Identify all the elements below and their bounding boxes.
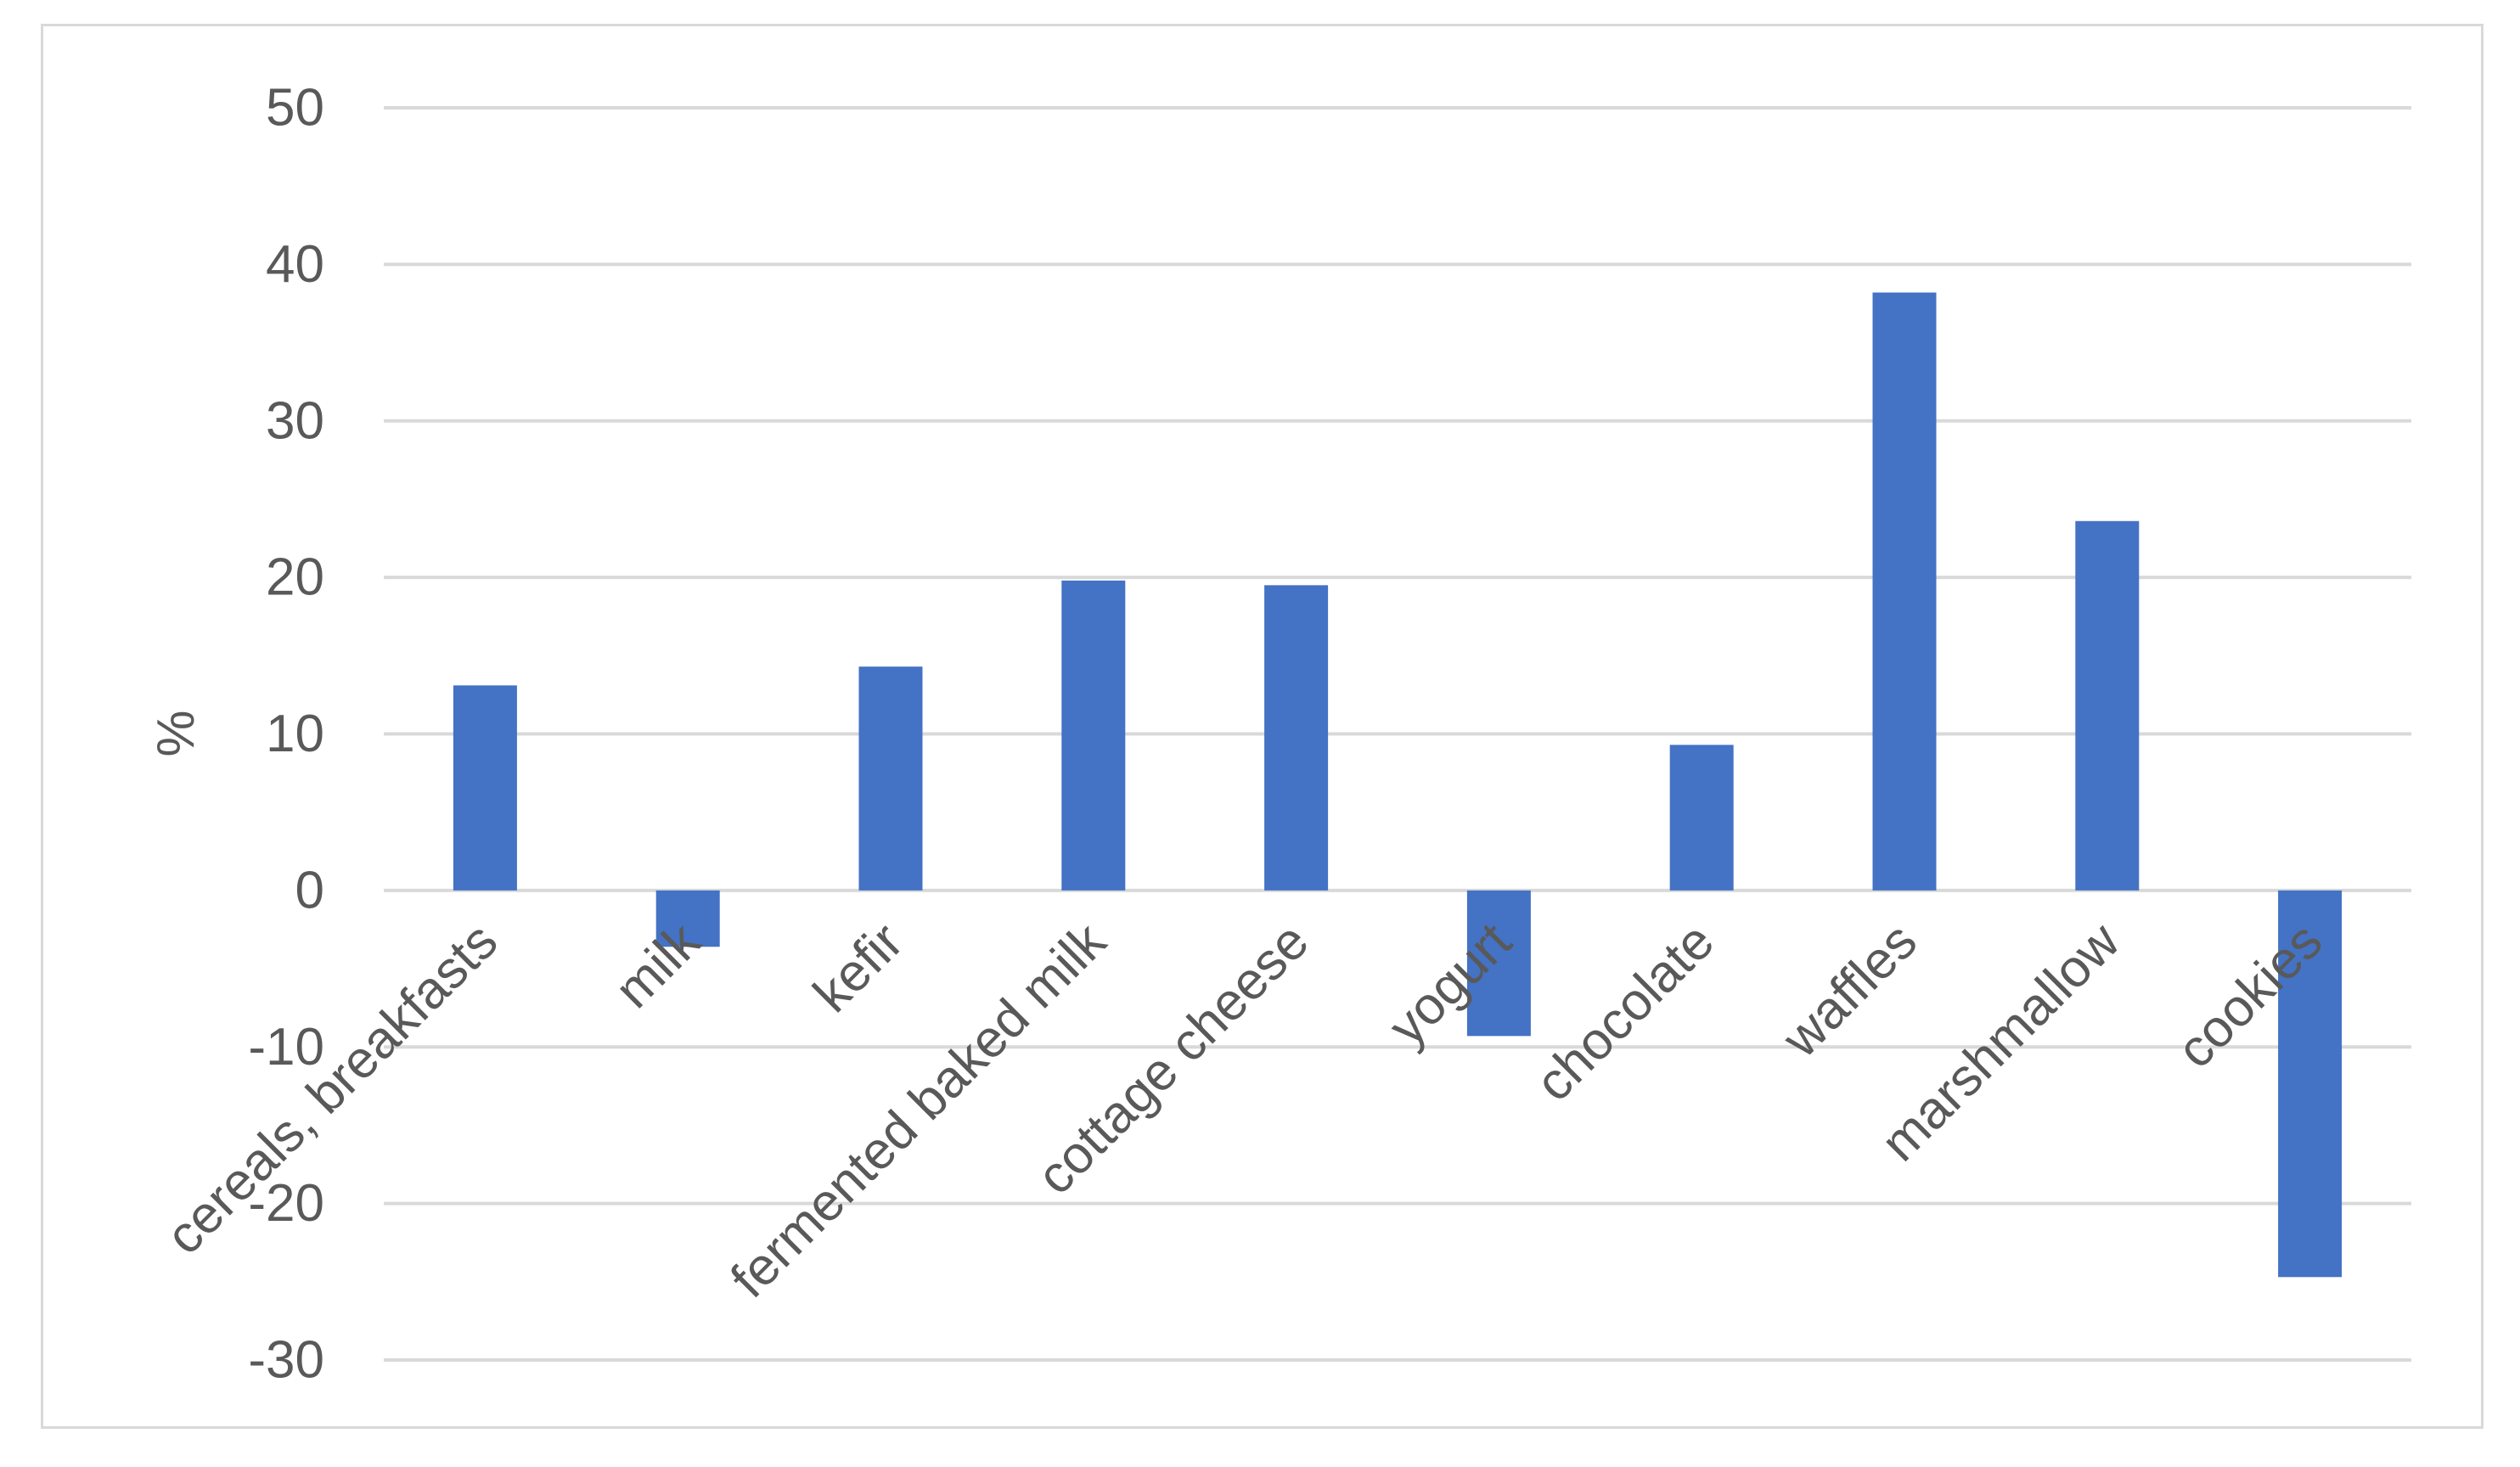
x-category-label: chocolate: [1525, 912, 1725, 1112]
y-tick-label: -20: [248, 1174, 324, 1233]
y-axis-ticks: 50 40 30 20 10 0 -10 -20 -30: [248, 79, 324, 1390]
y-axis-title: %: [147, 710, 205, 756]
gridlines: [384, 106, 2411, 1362]
bar: [858, 666, 923, 891]
y-tick-label: 20: [266, 548, 324, 607]
bar: [1466, 890, 1531, 1037]
bar: [1061, 580, 1126, 891]
bars: [453, 292, 2343, 1278]
x-category-label: kefir: [802, 912, 914, 1024]
y-tick-label: 30: [266, 391, 324, 450]
bar: [1669, 745, 1734, 891]
y-tick-label: -10: [248, 1018, 324, 1076]
x-category-label: cereals, breakfasts: [155, 912, 509, 1266]
bar: [2278, 890, 2343, 1278]
bar: [2075, 520, 2140, 891]
bar: [1264, 585, 1329, 891]
bar: [655, 890, 720, 947]
bar: [453, 685, 517, 891]
y-tick-label: 10: [266, 705, 324, 763]
y-tick-label: 40: [266, 235, 324, 294]
x-category-label: fermented baked milk: [720, 911, 1118, 1309]
y-tick-label: 50: [266, 79, 324, 138]
y-tick-label: 0: [295, 861, 324, 919]
y-tick-label: -30: [248, 1331, 324, 1390]
bar: [1872, 292, 1937, 891]
